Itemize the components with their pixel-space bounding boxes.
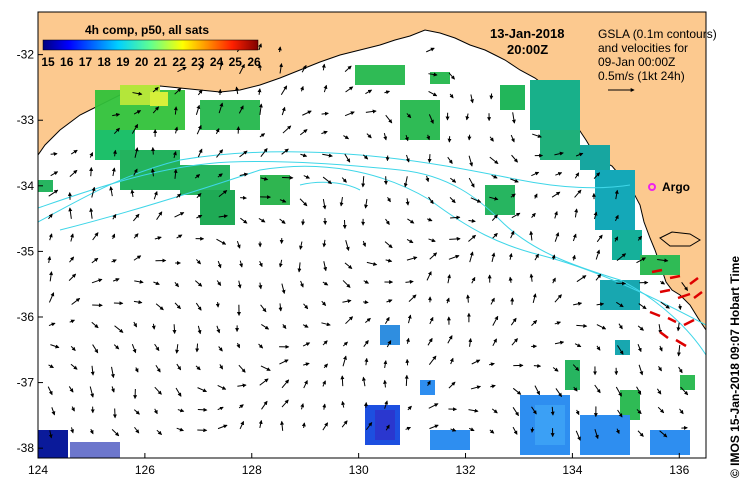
- colorbar-label: 21: [154, 55, 168, 69]
- lat-tick-label: -32: [17, 48, 35, 62]
- velocity-vector: [429, 154, 430, 162]
- lon-tick-label: 126: [135, 463, 155, 477]
- velocity-vector: [468, 295, 469, 303]
- colorbar-label: 25: [229, 55, 243, 69]
- colorbar-label: 19: [116, 55, 130, 69]
- lat-tick-label: -36: [17, 310, 35, 324]
- colorbar-gradient: [43, 40, 258, 50]
- colorbar-label: 20: [135, 55, 149, 69]
- velocity-vector: [406, 375, 407, 386]
- velocity-vector: [342, 376, 343, 386]
- credit-text: © IMOS 15-Jan-2018 09:07 Hobart Time: [728, 256, 742, 478]
- info-line-3: 09-Jan 00:00Z: [598, 55, 675, 69]
- velocity-vector: [91, 168, 92, 177]
- info-line-2: and velocities for: [598, 41, 688, 55]
- colorbar-label: 15: [41, 55, 55, 69]
- colorbar-title: 4h comp, p50, all sats: [85, 23, 209, 37]
- velocity-vector: [534, 366, 541, 367]
- lat-tick-label: -33: [17, 113, 35, 127]
- velocity-vector: [174, 324, 175, 333]
- info-line-4: 0.5m/s (1kt 24h): [598, 69, 685, 83]
- velocity-vector: [532, 427, 533, 432]
- velocity-vector: [449, 239, 460, 240]
- colorbar-label: 23: [191, 55, 205, 69]
- velocity-vector: [218, 302, 219, 307]
- velocity-vector: [153, 148, 154, 155]
- lon-tick-label: 128: [242, 463, 262, 477]
- lon-tick-label: 124: [28, 463, 48, 477]
- lat-tick-label: -37: [17, 376, 35, 390]
- lat-tick-label: -34: [17, 179, 35, 193]
- lon-tick-label: 136: [669, 463, 689, 477]
- colorbar-label: 16: [60, 55, 74, 69]
- velocity-vector: [363, 302, 368, 303]
- velocity-vector: [450, 217, 460, 218]
- colorbar-label: 26: [247, 55, 261, 69]
- lat-tick-label: -38: [17, 441, 35, 455]
- velocity-vector: [198, 409, 207, 410]
- info-line-1: GSLA (0.1m contours): [598, 27, 717, 41]
- lon-tick-label: 132: [456, 463, 476, 477]
- velocity-vector: [280, 47, 281, 52]
- colorbar-label: 17: [79, 55, 93, 69]
- colorbar-label: 18: [98, 55, 112, 69]
- map-time: 20:00Z: [507, 42, 548, 57]
- colorbar-label: 22: [172, 55, 186, 69]
- colorbar-label: 24: [210, 55, 224, 69]
- lat-tick-label: -35: [17, 244, 35, 258]
- velocity-vector: [51, 154, 57, 155]
- argo-label: Argo: [662, 180, 690, 194]
- lon-tick-label: 130: [349, 463, 369, 477]
- map-date: 13-Jan-2018: [490, 26, 564, 41]
- lon-tick-label: 134: [562, 463, 582, 477]
- velocity-vector: [197, 344, 198, 352]
